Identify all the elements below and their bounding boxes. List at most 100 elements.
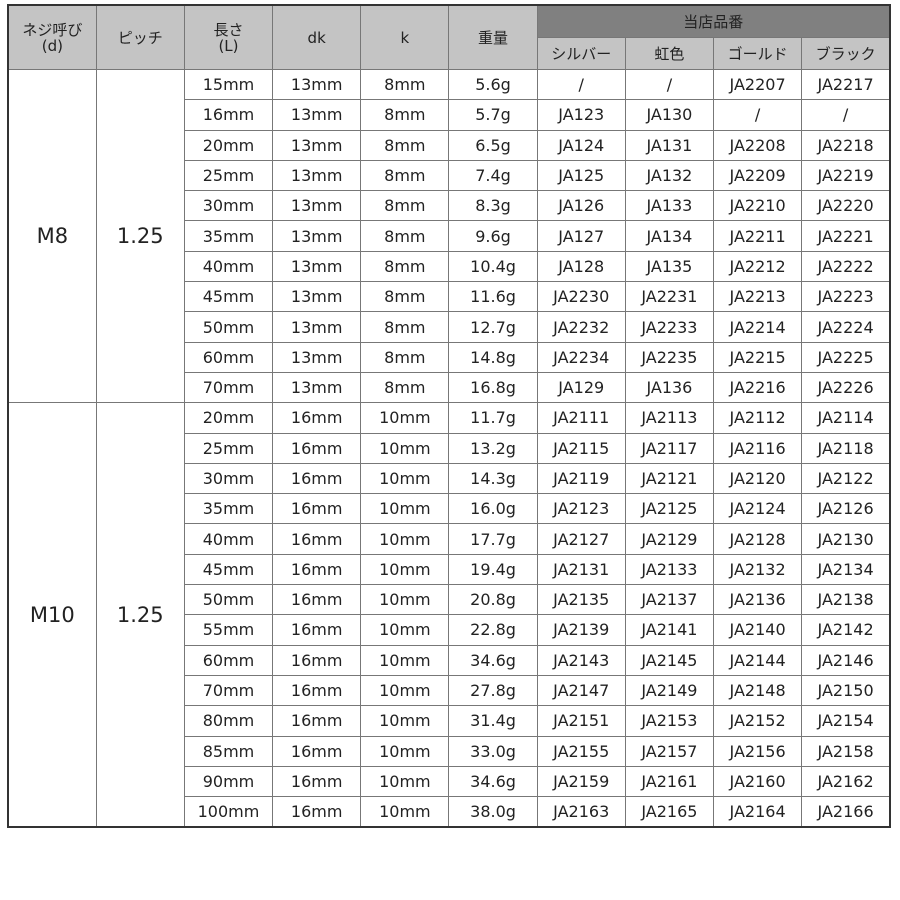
length-cell: 20mm: [183, 402, 274, 434]
k-cell: 10mm: [360, 765, 450, 798]
code-black-cell: JA2220: [801, 190, 891, 222]
dk-cell: 16mm: [272, 523, 362, 555]
header-thread: ネジ呼び (d): [7, 4, 97, 70]
dk-cell: 16mm: [272, 553, 362, 586]
header-k: k: [360, 4, 450, 70]
code-silver-cell: JA2111: [536, 402, 626, 434]
weight-cell: 17.7g: [448, 523, 538, 555]
code-gold-cell: JA2211: [712, 220, 803, 252]
length-cell: 45mm: [183, 281, 274, 313]
code-rainbow-cell: JA2133: [624, 553, 715, 586]
k-cell: 10mm: [360, 523, 450, 555]
code-rainbow-cell: JA132: [624, 159, 715, 192]
code-black-cell: JA2114: [801, 402, 891, 434]
code-rainbow-cell: JA2117: [624, 432, 715, 464]
weight-cell: 34.6g: [448, 644, 538, 676]
k-cell: 10mm: [360, 402, 450, 434]
length-cell: 60mm: [183, 644, 274, 676]
code-black-cell: JA2134: [801, 553, 891, 586]
k-cell: 10mm: [360, 614, 450, 646]
code-silver-cell: JA2139: [536, 614, 626, 646]
code-gold-cell: JA2216: [712, 371, 803, 404]
table-row: 80mm 16mm 10mm 31.4g JA2151 JA2153 JA2152 JA215…: [8, 705, 891, 737]
code-gold-cell: JA2214: [712, 311, 803, 343]
code-gold-cell: JA2132: [712, 553, 803, 586]
table-body: M8 1.25 15mm 13mm 8mm 5.6g / / JA2207 JA2217 16mm 1…: [7, 68, 891, 828]
code-rainbow-cell: JA2137: [624, 584, 715, 616]
dk-cell: 13mm: [272, 341, 362, 373]
table-row: 40mm 13mm 8mm 10.4g JA128 JA135 JA2212 JA2222: [8, 250, 891, 283]
weight-cell: 10.4g: [448, 250, 538, 283]
code-rainbow-cell: JA2153: [624, 705, 715, 737]
code-rainbow-cell: JA2233: [624, 311, 715, 343]
code-black-cell: JA2224: [801, 311, 891, 343]
code-silver-cell: JA2147: [536, 674, 626, 707]
weight-cell: 22.8g: [448, 614, 538, 646]
k-cell: 10mm: [360, 674, 450, 707]
header-length-label: 長さ: [213, 20, 244, 39]
table-row: 50mm 16mm 10mm 20.8g JA2135 JA2137 JA2136 JA213…: [8, 584, 891, 616]
weight-cell: 16.0g: [448, 493, 538, 525]
length-cell: 60mm: [183, 341, 274, 373]
dk-cell: 16mm: [272, 432, 362, 464]
k-cell: 8mm: [360, 220, 450, 252]
code-silver-cell: JA2123: [536, 493, 626, 525]
weight-cell: 33.0g: [448, 735, 538, 767]
code-silver-cell: JA2155: [536, 735, 626, 767]
k-cell: 10mm: [360, 735, 450, 767]
code-black-cell: JA2122: [801, 462, 891, 495]
dk-cell: 16mm: [272, 674, 362, 707]
spec-table: ネジ呼び (d) ピッチ 長さ (L) dk k 重量 当店品番 シルバー 虹色 ゴ…: [7, 4, 891, 829]
header-pitch: ピッチ: [95, 4, 185, 70]
code-silver-cell: JA2230: [536, 281, 626, 313]
dk-cell: 13mm: [272, 220, 362, 252]
weight-cell: 5.6g: [448, 68, 538, 101]
code-gold-cell: /: [712, 99, 803, 131]
length-cell: 55mm: [183, 614, 274, 646]
table-row: 55mm 16mm 10mm 22.8g JA2139 JA2141 JA2140 JA214…: [8, 614, 891, 646]
weight-cell: 19.4g: [448, 553, 538, 586]
code-black-cell: JA2225: [801, 341, 891, 373]
code-silver-cell: JA123: [536, 99, 626, 131]
dk-cell: 16mm: [272, 493, 362, 525]
code-black-cell: JA2223: [801, 281, 891, 313]
code-rainbow-cell: JA130: [624, 99, 715, 131]
code-rainbow-cell: JA2129: [624, 523, 715, 555]
code-gold-cell: JA2124: [712, 493, 803, 525]
code-silver-cell: JA124: [536, 129, 626, 161]
code-gold-cell: JA2207: [712, 68, 803, 101]
length-cell: 85mm: [183, 735, 274, 767]
weight-cell: 34.6g: [448, 765, 538, 798]
code-black-cell: /: [801, 99, 891, 131]
code-black-cell: JA2118: [801, 432, 891, 464]
weight-cell: 12.7g: [448, 311, 538, 343]
dk-cell: 13mm: [272, 129, 362, 161]
code-rainbow-cell: JA2141: [624, 614, 715, 646]
code-black-cell: JA2126: [801, 493, 891, 525]
length-cell: 30mm: [183, 190, 274, 222]
header-color-gold: ゴールド: [712, 37, 803, 70]
code-black-cell: JA2142: [801, 614, 891, 646]
k-cell: 8mm: [360, 68, 450, 101]
code-silver-cell: JA2159: [536, 765, 626, 798]
dk-cell: 13mm: [272, 281, 362, 313]
dk-cell: 16mm: [272, 796, 362, 828]
length-cell: 100mm: [183, 796, 274, 828]
k-cell: 8mm: [360, 190, 450, 222]
dk-cell: 13mm: [272, 190, 362, 222]
code-gold-cell: JA2212: [712, 250, 803, 283]
code-rainbow-cell: JA2113: [624, 402, 715, 434]
code-gold-cell: JA2213: [712, 281, 803, 313]
length-cell: 16mm: [183, 99, 274, 131]
table-row: 35mm 13mm 8mm 9.6g JA127 JA134 JA2211 JA2221: [8, 220, 891, 252]
code-rainbow-cell: JA2149: [624, 674, 715, 707]
weight-cell: 16.8g: [448, 371, 538, 404]
weight-cell: 38.0g: [448, 796, 538, 828]
header-thread-label: ネジ呼び: [22, 20, 83, 39]
weight-cell: 14.3g: [448, 462, 538, 495]
code-rainbow-cell: JA2231: [624, 281, 715, 313]
length-cell: 25mm: [183, 432, 274, 464]
k-cell: 10mm: [360, 432, 450, 464]
k-cell: 10mm: [360, 553, 450, 586]
header-color-silver: シルバー: [536, 37, 626, 70]
